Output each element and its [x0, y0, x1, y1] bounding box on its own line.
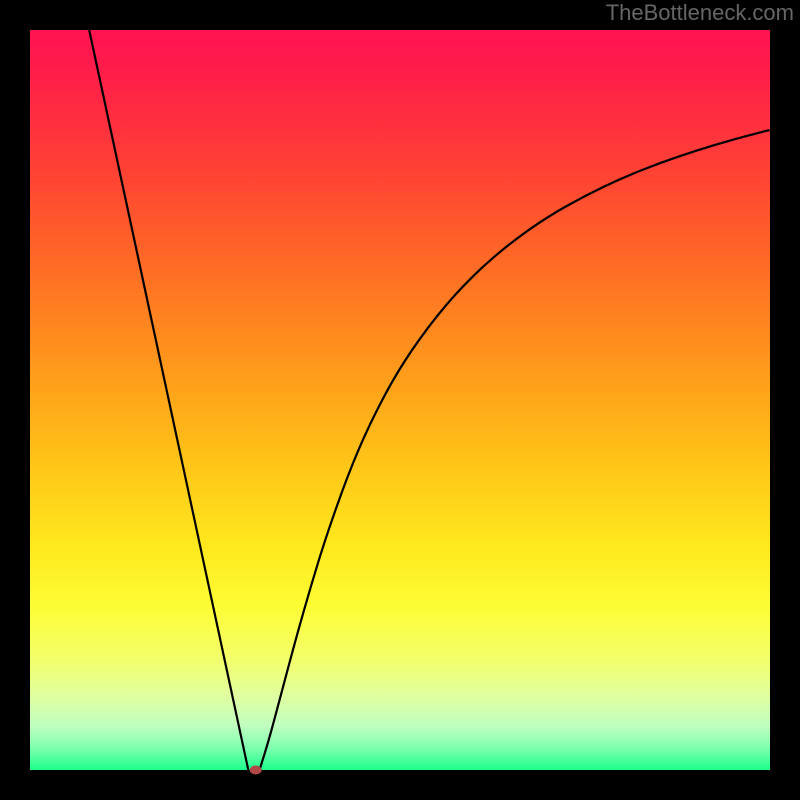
watermark-text: TheBottleneck.com	[606, 0, 794, 25]
bottleneck-chart: TheBottleneck.com	[0, 0, 800, 800]
chart-plot-area	[30, 30, 770, 770]
optimal-point-marker	[250, 766, 262, 775]
chart-svg: TheBottleneck.com	[0, 0, 800, 800]
